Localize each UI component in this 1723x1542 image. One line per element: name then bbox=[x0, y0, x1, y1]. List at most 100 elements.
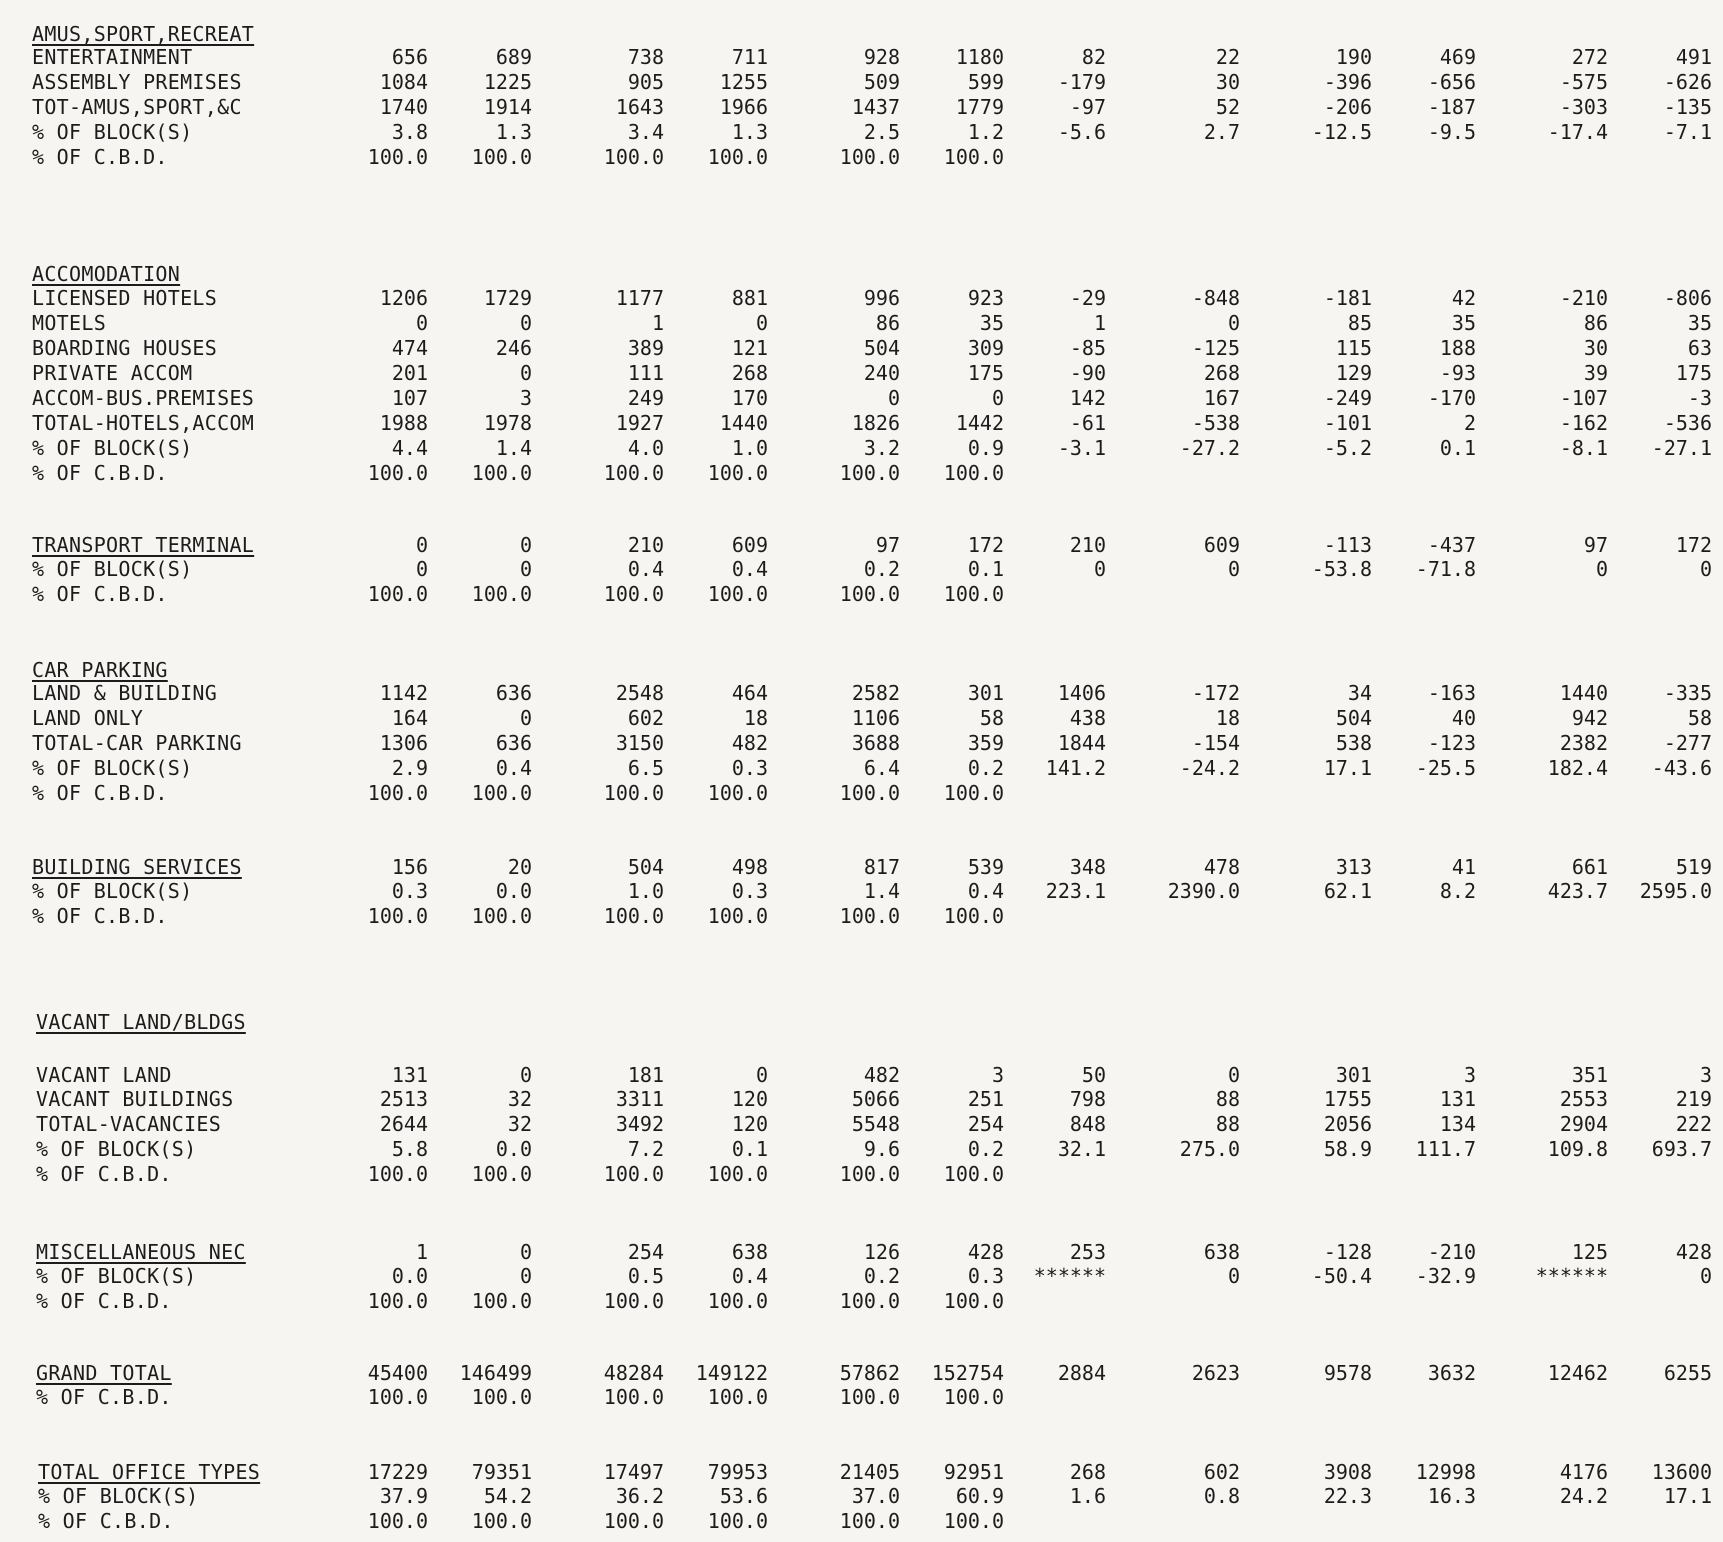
cell-value: 0 bbox=[1227, 1063, 1240, 1087]
cell-value: 0.2 bbox=[863, 557, 900, 581]
cell-value: 37.9 bbox=[379, 1484, 428, 1508]
cell-value: 37.0 bbox=[851, 1484, 900, 1508]
cell-value: 0 bbox=[415, 533, 428, 557]
cell-value: 0 bbox=[1227, 311, 1240, 335]
cell-value: 100.0 bbox=[943, 145, 1004, 169]
cell-value: 100.0 bbox=[471, 582, 532, 606]
cell-value: 428 bbox=[967, 1240, 1004, 1264]
cell-value: -210 bbox=[1427, 1240, 1476, 1264]
cell-value: 923 bbox=[967, 286, 1004, 310]
cell-value: 942 bbox=[1571, 706, 1608, 730]
cell-value: 100.0 bbox=[603, 1385, 664, 1409]
cell-value: 167 bbox=[1203, 386, 1240, 410]
cell-value: -29 bbox=[1069, 286, 1106, 310]
cell-value: 100.0 bbox=[707, 582, 768, 606]
cell-value: 100.0 bbox=[471, 145, 532, 169]
cell-value: 0 bbox=[519, 557, 532, 581]
cell-value: 0.4 bbox=[495, 756, 532, 780]
cell-value: 0.4 bbox=[731, 1264, 768, 1288]
cell-value: -210 bbox=[1559, 286, 1608, 310]
cell-value: 469 bbox=[1439, 45, 1476, 69]
cell-value: 6255 bbox=[1663, 1361, 1712, 1385]
row-label: TOTAL-VACANCIES bbox=[36, 1112, 222, 1136]
row-label: BOARDING HOUSES bbox=[32, 336, 218, 360]
cell-value: 100.0 bbox=[943, 781, 1004, 805]
cell-value: 22 bbox=[1215, 45, 1240, 69]
cell-value: 8.2 bbox=[1439, 879, 1476, 903]
cell-value: 100.0 bbox=[839, 461, 900, 485]
row-label: % OF BLOCK(S) bbox=[32, 120, 193, 144]
cell-value: 100.0 bbox=[943, 904, 1004, 928]
cell-value: 3.8 bbox=[391, 120, 428, 144]
cell-value: 100.0 bbox=[943, 1289, 1004, 1313]
cell-value: 134 bbox=[1439, 1112, 1476, 1136]
cell-value: 48284 bbox=[603, 1361, 664, 1385]
cell-value: 0.2 bbox=[967, 1137, 1004, 1161]
cell-value: -163 bbox=[1427, 681, 1476, 705]
cell-value: 100.0 bbox=[367, 1385, 428, 1409]
cell-value: 16.3 bbox=[1427, 1484, 1476, 1508]
cell-value: 0 bbox=[519, 361, 532, 385]
cell-value: 82 bbox=[1081, 45, 1106, 69]
cell-value: -113 bbox=[1323, 533, 1372, 557]
cell-value: 115 bbox=[1335, 336, 1372, 360]
row-label: ENTERTAINMENT bbox=[32, 45, 193, 69]
cell-value: 905 bbox=[627, 70, 664, 94]
cell-value: 100.0 bbox=[943, 582, 1004, 606]
cell-value: 3632 bbox=[1427, 1361, 1476, 1385]
row-label: TOTAL-CAR PARKING bbox=[32, 731, 242, 755]
cell-value: 482 bbox=[863, 1063, 900, 1087]
cell-value: 1.6 bbox=[1069, 1484, 1106, 1508]
cell-value: 100.0 bbox=[839, 1162, 900, 1186]
row-label: % OF C.B.D. bbox=[32, 582, 168, 606]
cell-value: 50 bbox=[1081, 1063, 1106, 1087]
cell-value: 474 bbox=[391, 336, 428, 360]
cell-value: 172 bbox=[1675, 533, 1712, 557]
cell-value: 219 bbox=[1675, 1087, 1712, 1111]
cell-value: 275.0 bbox=[1179, 1137, 1240, 1161]
cell-value: 272 bbox=[1571, 45, 1608, 69]
cell-value: 0.2 bbox=[967, 756, 1004, 780]
cell-value: 100.0 bbox=[707, 904, 768, 928]
cell-value: -179 bbox=[1057, 70, 1106, 94]
cell-value: 21405 bbox=[839, 1460, 900, 1484]
cell-value: 1142 bbox=[379, 681, 428, 705]
cell-value: 389 bbox=[627, 336, 664, 360]
row-label: LAND ONLY bbox=[32, 706, 144, 730]
row-label: % OF C.B.D. bbox=[36, 1162, 172, 1186]
cell-value: 152754 bbox=[931, 1361, 1004, 1385]
cell-value: -135 bbox=[1663, 95, 1712, 119]
cell-value: -575 bbox=[1559, 70, 1608, 94]
cell-value: 100.0 bbox=[471, 1385, 532, 1409]
cell-value: -9.5 bbox=[1427, 120, 1476, 144]
cell-value: -61 bbox=[1069, 411, 1106, 435]
cell-value: -249 bbox=[1323, 386, 1372, 410]
cell-value: 538 bbox=[1335, 731, 1372, 755]
cell-value: 928 bbox=[863, 45, 900, 69]
cell-value: 100.0 bbox=[603, 461, 664, 485]
cell-value: 100.0 bbox=[367, 781, 428, 805]
row-label: % OF BLOCK(S) bbox=[32, 436, 193, 460]
section-title: TRANSPORT TERMINAL bbox=[32, 533, 255, 557]
cell-value: 602 bbox=[627, 706, 664, 730]
row-label: ASSEMBLY PREMISES bbox=[32, 70, 242, 94]
cell-value: 2623 bbox=[1191, 1361, 1240, 1385]
cell-value: 0 bbox=[415, 557, 428, 581]
cell-value: -125 bbox=[1191, 336, 1240, 360]
section-title: VACANT LAND/BLDGS bbox=[36, 1010, 246, 1034]
cell-value: 100.0 bbox=[603, 1509, 664, 1533]
cell-value: 156 bbox=[391, 855, 428, 879]
cell-value: 2582 bbox=[851, 681, 900, 705]
cell-value: 6.4 bbox=[863, 756, 900, 780]
cell-value: -181 bbox=[1323, 286, 1372, 310]
cell-value: 6.5 bbox=[627, 756, 664, 780]
cell-value: 120 bbox=[731, 1112, 768, 1136]
cell-value: 478 bbox=[1203, 855, 1240, 879]
cell-value: 100.0 bbox=[603, 1289, 664, 1313]
row-label: % OF C.B.D. bbox=[38, 1509, 174, 1533]
cell-value: 0 bbox=[755, 311, 768, 335]
cell-value: -50.4 bbox=[1311, 1264, 1372, 1288]
cell-value: 1.4 bbox=[863, 879, 900, 903]
cell-value: 2.5 bbox=[863, 120, 900, 144]
cell-value: 35 bbox=[1451, 311, 1476, 335]
